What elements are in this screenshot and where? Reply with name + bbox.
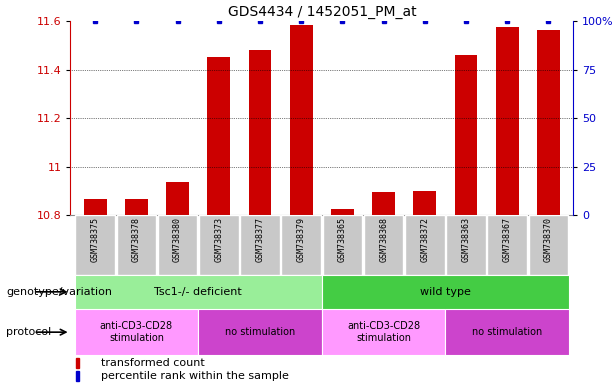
Bar [166, 182, 189, 215]
Bar [125, 199, 148, 215]
Bar [405, 215, 444, 275]
Text: GSM738372: GSM738372 [421, 217, 429, 262]
Bar [116, 215, 156, 275]
Bar [207, 58, 230, 215]
Bar [75, 358, 79, 368]
Text: GSM738377: GSM738377 [256, 217, 265, 262]
Bar [364, 215, 403, 275]
Text: anti-CD3-CD28
stimulation: anti-CD3-CD28 stimulation [347, 321, 420, 343]
Title: GDS4434 / 1452051_PM_at: GDS4434 / 1452051_PM_at [227, 5, 416, 19]
Text: GSM738367: GSM738367 [503, 217, 512, 262]
Bar [496, 27, 519, 215]
Bar [322, 309, 446, 355]
Bar [281, 215, 321, 275]
Text: GSM738378: GSM738378 [132, 217, 141, 262]
Bar [446, 215, 486, 275]
Bar [75, 275, 322, 309]
Text: GSM738363: GSM738363 [462, 217, 471, 262]
Text: GSM738373: GSM738373 [215, 217, 223, 262]
Bar [331, 209, 354, 215]
Bar [199, 215, 238, 275]
Text: protocol: protocol [6, 327, 51, 337]
Text: no stimulation: no stimulation [472, 327, 543, 337]
Text: percentile rank within the sample: percentile rank within the sample [101, 371, 289, 381]
Text: GSM738375: GSM738375 [91, 217, 100, 262]
Text: GSM738380: GSM738380 [173, 217, 182, 262]
Bar [414, 191, 436, 215]
Text: Tsc1-/- deficient: Tsc1-/- deficient [154, 287, 242, 297]
Text: wild type: wild type [420, 287, 471, 297]
Bar [455, 55, 478, 215]
Text: GSM738368: GSM738368 [379, 217, 388, 262]
Bar [158, 215, 197, 275]
Bar [75, 371, 79, 381]
Bar [528, 215, 568, 275]
Text: GSM738379: GSM738379 [297, 217, 306, 262]
Bar [446, 309, 569, 355]
Text: GSM738365: GSM738365 [338, 217, 347, 262]
Bar [537, 30, 560, 215]
Bar [75, 309, 198, 355]
Bar [487, 215, 527, 275]
Bar [290, 25, 313, 215]
Bar [372, 192, 395, 215]
Bar [84, 199, 107, 215]
Bar [322, 275, 569, 309]
Bar [240, 215, 280, 275]
Text: transformed count: transformed count [101, 358, 204, 368]
Bar [75, 215, 115, 275]
Text: genotype/variation: genotype/variation [6, 287, 112, 297]
Text: GSM738370: GSM738370 [544, 217, 553, 262]
Bar [322, 215, 362, 275]
Text: no stimulation: no stimulation [225, 327, 295, 337]
Bar [249, 50, 272, 215]
Bar [198, 309, 322, 355]
Text: anti-CD3-CD28
stimulation: anti-CD3-CD28 stimulation [100, 321, 173, 343]
